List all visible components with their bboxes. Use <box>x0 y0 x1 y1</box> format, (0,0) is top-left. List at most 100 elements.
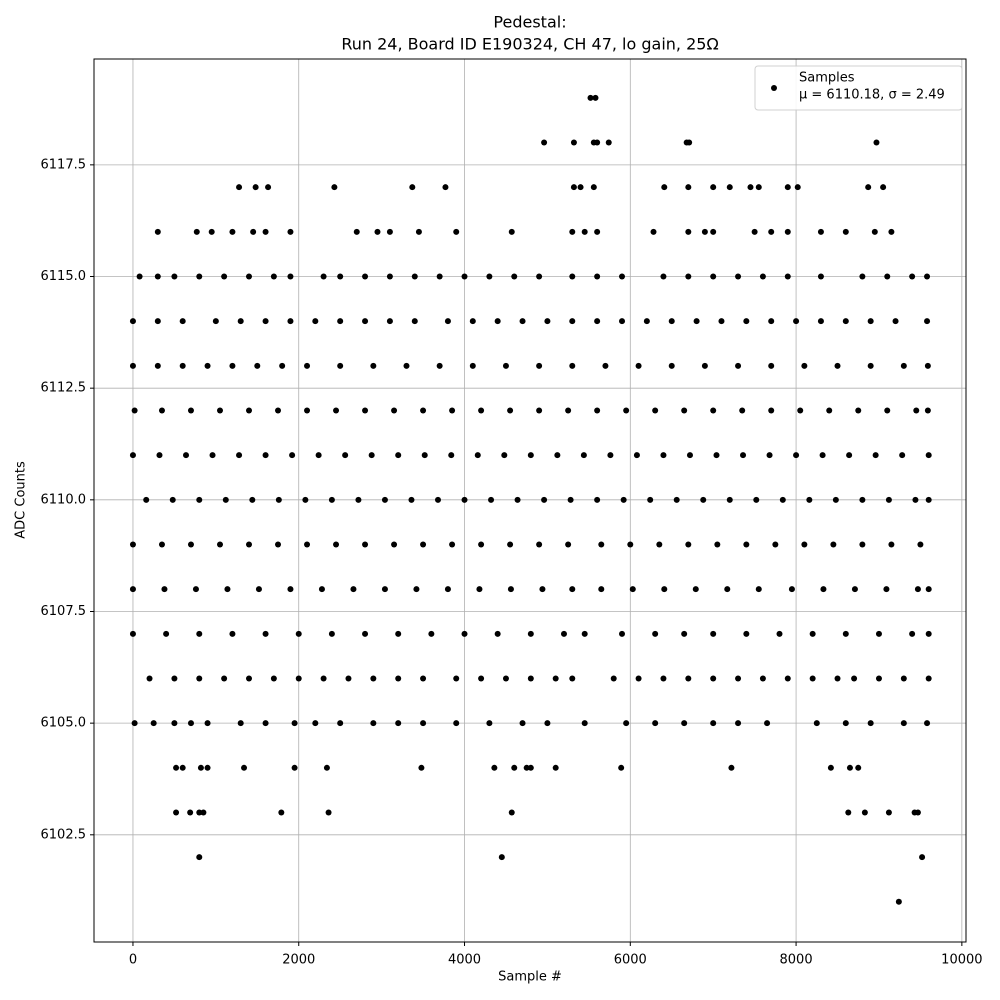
point <box>461 273 468 280</box>
point <box>291 764 298 771</box>
point <box>623 407 630 414</box>
point <box>212 318 219 325</box>
x-tick-label: 8000 <box>780 953 813 968</box>
point <box>370 675 377 682</box>
point <box>620 496 627 503</box>
point <box>832 496 839 503</box>
point <box>710 720 717 727</box>
point <box>291 720 298 727</box>
point <box>728 764 735 771</box>
point <box>635 362 642 369</box>
point <box>710 228 717 235</box>
point <box>859 541 866 548</box>
point <box>337 318 344 325</box>
point <box>580 452 587 459</box>
point <box>801 362 808 369</box>
point <box>686 452 693 459</box>
point <box>187 720 194 727</box>
point <box>759 675 766 682</box>
y-tick-label: 6112.5 <box>41 381 87 396</box>
point <box>131 407 138 414</box>
point <box>289 452 296 459</box>
point <box>735 273 742 280</box>
point <box>685 273 692 280</box>
point <box>395 452 402 459</box>
point <box>661 586 668 593</box>
point <box>501 452 508 459</box>
point <box>154 318 161 325</box>
point <box>171 675 178 682</box>
point <box>179 362 186 369</box>
point <box>204 764 211 771</box>
point <box>342 452 349 459</box>
point <box>270 273 277 280</box>
point <box>154 273 161 280</box>
point <box>872 452 879 459</box>
point <box>826 407 833 414</box>
point <box>692 586 699 593</box>
point <box>196 630 203 637</box>
point <box>685 541 692 548</box>
point <box>453 675 460 682</box>
point <box>519 720 526 727</box>
point <box>236 184 243 191</box>
point <box>768 228 775 235</box>
point <box>592 94 599 101</box>
point <box>924 407 931 414</box>
point <box>187 809 194 816</box>
point <box>569 228 576 235</box>
point <box>660 675 667 682</box>
point <box>420 541 427 548</box>
point <box>801 541 808 548</box>
point <box>899 452 906 459</box>
point <box>527 675 534 682</box>
legend-annotation: μ = 6110.18, σ = 2.49 <box>799 88 945 103</box>
point <box>353 228 360 235</box>
point <box>312 318 319 325</box>
point <box>187 407 194 414</box>
point <box>391 407 398 414</box>
point <box>914 809 921 816</box>
point <box>494 630 501 637</box>
point <box>885 496 892 503</box>
point <box>880 184 887 191</box>
point <box>581 630 588 637</box>
point <box>846 452 853 459</box>
point <box>436 273 443 280</box>
point <box>661 184 668 191</box>
point <box>779 496 786 503</box>
point <box>788 586 795 593</box>
point <box>315 452 322 459</box>
point <box>867 362 874 369</box>
point <box>193 228 200 235</box>
point <box>565 407 572 414</box>
point <box>581 228 588 235</box>
point <box>173 764 180 771</box>
point <box>686 139 693 146</box>
point <box>196 809 203 816</box>
point <box>768 318 775 325</box>
point <box>554 452 561 459</box>
point <box>909 273 916 280</box>
point <box>469 318 476 325</box>
point <box>917 541 924 548</box>
point <box>254 362 261 369</box>
point <box>784 675 791 682</box>
point <box>842 228 849 235</box>
point <box>710 630 717 637</box>
point <box>222 496 229 503</box>
point <box>817 318 824 325</box>
point <box>229 228 236 235</box>
point <box>150 720 157 727</box>
point <box>453 720 460 727</box>
point <box>643 318 650 325</box>
point <box>491 764 498 771</box>
point <box>246 541 253 548</box>
point <box>888 228 895 235</box>
point <box>569 675 576 682</box>
point <box>514 496 521 503</box>
point <box>129 362 136 369</box>
point <box>129 318 136 325</box>
point <box>565 541 572 548</box>
point <box>511 764 518 771</box>
